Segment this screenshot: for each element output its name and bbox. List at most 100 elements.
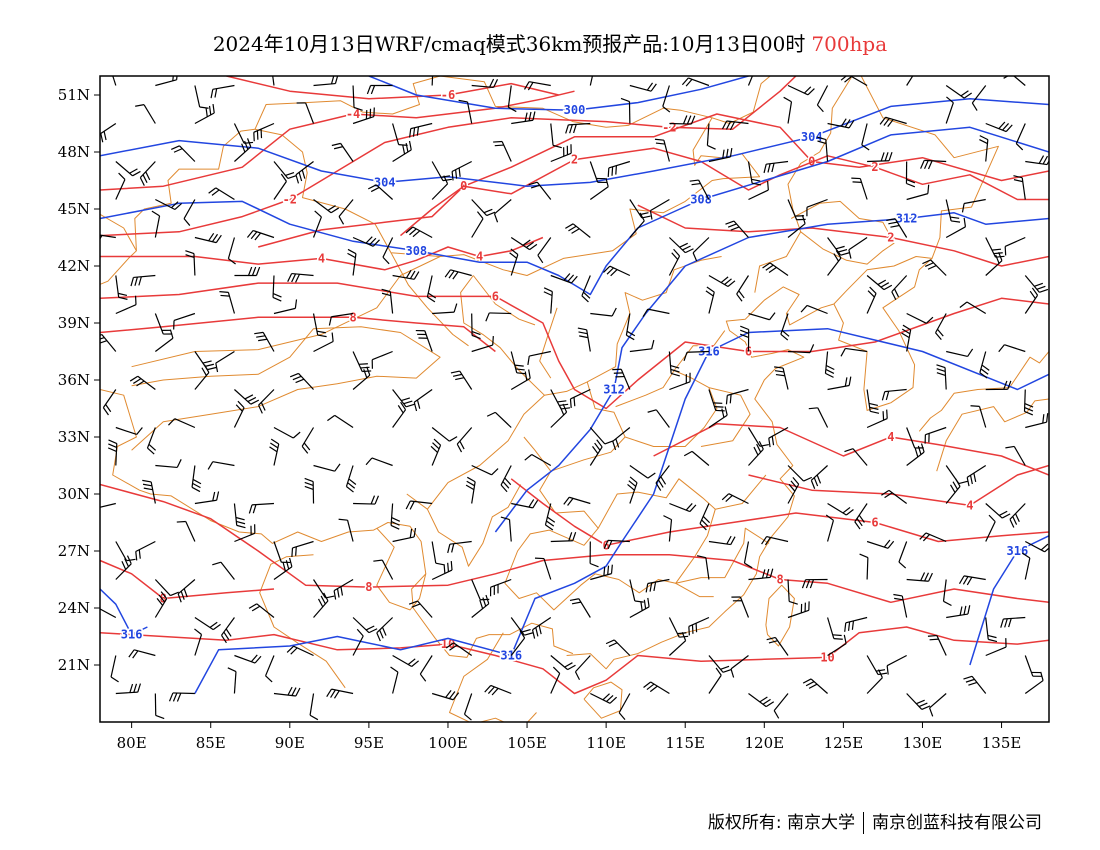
wind-barb [748,181,769,201]
wind-barb [905,161,916,188]
wind-barb [456,427,473,453]
wind-barb [154,579,179,597]
wind-barb [177,579,196,603]
wind-barb [390,666,399,694]
wind-barb [352,351,372,373]
wind-barb [313,332,334,353]
wind-barb [381,288,394,314]
wind-barb [373,559,394,580]
wind-barb [731,596,750,618]
wind-barb [589,177,609,200]
border-line [765,584,795,647]
wind-barb [419,655,433,682]
wind-barb [810,465,828,489]
wind-barb [629,597,650,619]
wind-barb [392,269,420,280]
wind-barb [304,477,315,504]
wind-barb [471,336,494,353]
wind-barb [827,634,847,657]
wind-barb [155,76,178,87]
wind-barb [663,515,673,542]
wind-barb [607,160,631,177]
wind-barb [708,389,725,412]
copyright-company: 南京创蓝科技有限公司 [872,813,1042,833]
wind-barb [1013,175,1026,200]
temperature-label: 6 [871,516,878,530]
wind-barb [212,561,235,580]
temperature-contour [258,113,1049,248]
temperature-contour [100,282,1049,410]
wind-barb [985,121,1013,133]
temperature-label: 2 [871,160,878,174]
wind-barb [706,123,716,150]
wind-barb [824,351,835,378]
wind-barb [668,617,689,638]
wind-barb [787,465,813,482]
footer-separator [863,812,864,834]
wind-barb [286,645,314,657]
wind-barb [471,313,481,340]
wind-barb [100,234,116,241]
wind-barb [194,104,215,125]
wind-barb [766,636,789,656]
wind-barb [509,248,519,276]
wind-barb [787,344,815,354]
wind-barb [825,514,835,542]
wind-barb [945,85,972,99]
lon-label: 130E [903,734,943,752]
height-contour [100,98,1049,187]
wind-barb [945,217,967,239]
wind-barb [392,401,407,428]
border-line [449,632,537,722]
wind-barb [312,210,322,238]
wind-barb [107,439,118,466]
wind-barb [696,555,710,580]
wind-barb [176,520,196,542]
wind-barb [1024,275,1049,293]
wind-barb [708,667,722,694]
wind-barb [115,172,126,200]
wind-barb [942,579,952,607]
wind-barb [326,688,354,699]
wind-barb [748,693,775,708]
wind-barb [507,85,517,113]
wind-barb [338,518,354,542]
wind-barb [444,269,472,280]
wind-barb [115,295,137,315]
wind-barb [110,655,119,683]
wind-barb [151,210,161,238]
wind-barb [629,339,655,353]
wind-barb [431,541,445,566]
wind-barb [959,301,987,315]
wind-barb [1000,76,1026,86]
wind-barb [313,463,341,472]
wind-barb [265,655,275,683]
height-contour [100,588,148,636]
border-line [615,370,718,447]
wind-barb [736,275,749,302]
wind-barb [589,161,607,184]
wind-barb [511,111,536,125]
wind-barb [273,161,297,180]
lon-label: 120E [745,734,785,752]
height-label: 308 [405,244,427,258]
wind-barb [958,575,986,586]
wind-barb [605,639,631,656]
wind-barb [273,426,301,439]
wind-barb [961,198,986,213]
wind-barb [296,102,315,124]
wind-barb [642,308,670,318]
lon-label: 115E [665,734,705,752]
wind-barb [207,461,235,470]
wind-barb [725,220,749,238]
wind-barb [787,579,798,605]
wind-barb [603,265,631,277]
wind-barb [906,76,914,86]
lon-label: 125E [824,734,864,752]
wind-barb [390,503,401,530]
wind-barb [246,229,275,241]
wind-barb [523,81,551,91]
border-line [787,76,853,232]
wind-barb [194,233,222,244]
